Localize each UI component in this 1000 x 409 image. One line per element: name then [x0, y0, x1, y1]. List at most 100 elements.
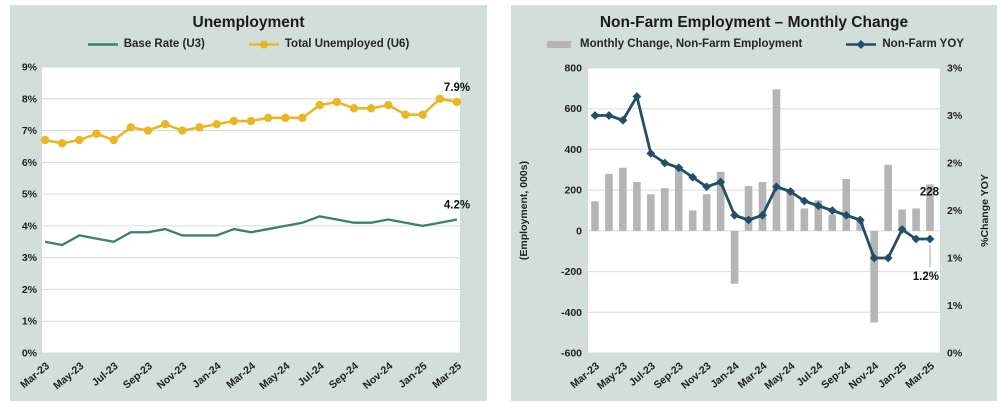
- monthly-change-bar: [898, 209, 906, 231]
- legend-swatch-line-diamond: [846, 39, 877, 49]
- yoy-point-marker: [716, 177, 726, 187]
- left-axis-label: -600: [561, 348, 582, 360]
- yoy-point-marker: [772, 182, 781, 192]
- yoy-point-marker: [827, 206, 837, 215]
- monthly-change-bar: [633, 182, 641, 231]
- legend-label: Monthly Change, Non-Farm Employment: [580, 38, 803, 50]
- u6-point-marker: [57, 139, 67, 148]
- unemployment-plot: 0%1%2%3%4%5%6%7%8%9%Mar-23 May-23 Jul-23 Se…: [18, 62, 470, 393]
- right-axis-label: 0%: [947, 348, 963, 360]
- right-axis-label: 2%: [947, 158, 963, 170]
- monthly-change-bar: [674, 165, 683, 231]
- u6-point-marker: [75, 135, 84, 145]
- yoy-point-marker: [799, 196, 809, 206]
- u6-point-marker: [349, 104, 359, 113]
- left-axis-label: 400: [564, 144, 582, 156]
- u6-point-marker: [332, 97, 342, 107]
- data-label: 7.9%: [444, 82, 470, 94]
- yoy-point-marker: [660, 158, 670, 168]
- monthly-change-bar: [591, 201, 599, 231]
- nonfarm-chart-title: Non-Farm Employment – Monthly Change: [599, 14, 909, 31]
- monthly-change-bar: [688, 210, 697, 231]
- yoy-point-marker: [590, 111, 600, 120]
- u3-line: [44, 215, 458, 247]
- nonfarm-panel: Non-Farm Employment – Monthly Change Mon…: [511, 5, 997, 401]
- y-axis-label: 3%: [22, 252, 38, 264]
- dot-marker-icon: [259, 40, 268, 48]
- unemployment-panel: Unemployment Base Rate (U3) Total Unemplo…: [10, 5, 487, 401]
- x-axis-label: May-23: [51, 360, 86, 392]
- monthly-change-bar: [814, 200, 823, 231]
- y-axis-label: 5%: [22, 189, 38, 201]
- data-label: 228: [920, 186, 940, 198]
- yoy-point-marker: [925, 234, 935, 244]
- u6-point-marker: [263, 113, 273, 123]
- x-axis-label: Nov-23: [155, 360, 190, 392]
- legend-item: Total Unemployed (U6): [248, 38, 409, 50]
- x-axis-label: Sep-24: [327, 360, 361, 391]
- u6-point-marker: [143, 126, 153, 135]
- x-axis-label: Sep-24: [819, 360, 853, 391]
- u6-point-marker: [435, 94, 445, 103]
- x-axis-label: Mar-25: [903, 360, 937, 391]
- data-label: 1.2%: [913, 271, 939, 283]
- monthly-change-bar: [870, 230, 878, 323]
- yoy-point-marker: [702, 182, 712, 192]
- left-axis-label: -400: [561, 307, 582, 319]
- y-axis-label: 9%: [22, 62, 38, 74]
- x-axis-label: Sep-23: [652, 360, 686, 391]
- x-axis-label: Nov-24: [361, 360, 396, 392]
- u6-point-marker: [452, 97, 462, 107]
- right-axis-label: 1%: [947, 300, 963, 312]
- x-axis-label: Jul-24: [296, 360, 327, 389]
- x-axis-label: Jul-23: [90, 360, 121, 389]
- yoy-point-marker: [841, 210, 851, 220]
- unemployment-legend: Base Rate (U3) Total Unemployed (U6): [10, 38, 487, 50]
- plot-background: [42, 67, 460, 353]
- u6-point-marker: [212, 120, 221, 129]
- yoy-point-marker: [646, 149, 656, 158]
- x-axis-label: Jan-25: [396, 360, 429, 391]
- u6-point-marker: [246, 116, 256, 126]
- legend-swatch-line-dot: [248, 40, 279, 48]
- y-axis-label: 1%: [22, 316, 38, 328]
- yoy-point-marker: [730, 210, 739, 220]
- u6-point-marker: [418, 110, 427, 119]
- monthly-change-bar: [716, 171, 725, 231]
- legend-label: Non-Farm YOY: [882, 38, 964, 50]
- left-axis-label: -200: [561, 266, 582, 278]
- yoy-point-marker: [883, 253, 893, 263]
- u6-point-marker: [160, 120, 170, 129]
- yoy-point-marker: [897, 225, 907, 234]
- yoy-point-marker: [674, 163, 684, 173]
- u6-point-marker: [40, 135, 50, 145]
- legend-swatch-line: [87, 42, 118, 46]
- monthly-change-bar: [758, 182, 767, 231]
- u6-point-marker: [401, 110, 410, 119]
- x-axis-label: Jan-25: [876, 360, 909, 391]
- monthly-change-bar: [842, 178, 851, 231]
- yoy-point-marker: [911, 234, 921, 244]
- y-axis-label: 4%: [22, 220, 38, 232]
- u6-point-marker: [109, 135, 118, 145]
- monthly-change-bar: [786, 189, 795, 231]
- diamond-marker-icon: [856, 39, 866, 49]
- monthly-change-bar: [744, 186, 753, 231]
- legend-label: Base Rate (U3): [123, 38, 205, 50]
- u6-point-marker: [366, 104, 376, 113]
- x-axis-label: May-24: [762, 360, 797, 392]
- x-axis-label: Jan-24: [708, 360, 741, 391]
- monthly-change-bar: [828, 214, 837, 231]
- u6-point-marker: [281, 113, 290, 123]
- yoy-point-marker: [813, 201, 823, 211]
- monthly-change-bar: [926, 184, 934, 231]
- data-label: 4.2%: [444, 200, 470, 212]
- right-axis-label: 2%: [947, 205, 963, 217]
- u6-point-marker: [315, 100, 324, 110]
- left-axis-label: 800: [564, 63, 582, 75]
- legend-swatch-bar: [547, 40, 572, 48]
- legend-item: Monthly Change, Non-Farm Employment: [544, 38, 802, 50]
- u6-point-marker: [126, 123, 136, 132]
- x-axis-label: Mar-23: [18, 360, 52, 391]
- left-axis-label: 0: [576, 225, 582, 237]
